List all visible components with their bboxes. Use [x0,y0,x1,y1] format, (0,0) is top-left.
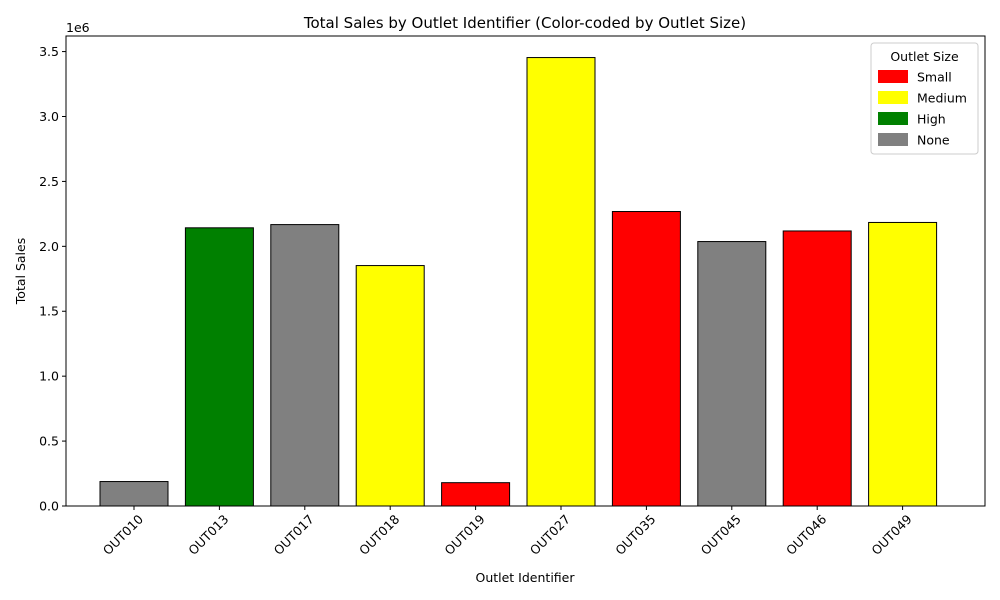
x-tick-label-out027: OUT027 [527,512,573,558]
bar-out013 [184,227,254,507]
y-tick-label: 1.5 [39,304,59,319]
legend-label-none: None [917,133,950,148]
legend-entries: Small Medium High None [878,70,967,148]
bar-out027 [526,57,596,507]
bar-out019 [441,482,511,507]
y-offset-label: 1e6 [66,20,90,35]
chart-title: Total Sales by Outlet Identifier (Color-… [303,14,746,32]
x-tick-label-out018: OUT018 [356,511,402,557]
y-axis-label: Total Sales [13,238,28,305]
y-axis-ticks: 0.0 0.5 1.0 1.5 2.0 2.5 3.0 3.5 [39,44,66,514]
y-tick-label: 3.5 [39,44,59,59]
bar-out045 [697,241,767,507]
y-tick-label: 1.0 [39,369,59,384]
bar-out017 [270,224,340,507]
bar-out046 [782,230,852,507]
x-tick-label-out017: OUT017 [271,512,317,558]
y-tick-label: 2.5 [39,174,59,189]
x-tick-label-out019: OUT019 [441,511,487,557]
x-tick-label-out013: OUT013 [185,512,231,558]
x-tick-label-out010: OUT010 [100,511,146,557]
y-tick-label: 3.0 [39,109,59,124]
legend-label-medium: Medium [917,91,967,106]
bar-out010 [99,481,169,507]
bar-out018 [355,265,425,507]
legend: Outlet Size Small Medium High None [870,42,979,155]
x-tick-label-out035: OUT035 [612,512,658,558]
bars-group [99,57,938,507]
x-axis-label: Outlet Identifier [475,570,575,585]
legend-swatch-medium [878,91,908,104]
legend-swatch-small [878,70,908,83]
legend-title: Outlet Size [890,49,959,64]
bar-out049 [868,221,938,507]
x-tick-label-out045: OUT045 [698,512,744,558]
x-axis-ticks: OUT010 OUT013 OUT017 OUT018 OUT019 OUT027 OUT0… [100,506,915,558]
y-tick-label: 0.5 [39,434,59,449]
legend-swatch-none [878,133,908,146]
x-tick-label-out046: OUT046 [783,511,829,557]
legend-label-small: Small [917,70,952,85]
legend-label-high: High [917,112,946,127]
plot-frame [65,35,986,507]
legend-swatch-high [878,112,908,125]
y-tick-label: 0.0 [39,499,59,514]
y-tick-label: 2.0 [39,239,59,254]
bar-out035 [611,211,681,507]
x-tick-label-out049: OUT049 [868,511,914,557]
